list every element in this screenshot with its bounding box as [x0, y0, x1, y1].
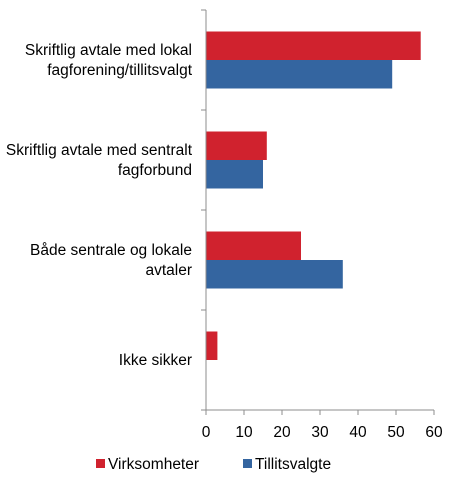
- bar-virksomheter-1: [206, 131, 267, 160]
- category-labels: Skriftlig avtale med lokal fagforening/ti…: [6, 42, 193, 369]
- x-tick-label: 50: [387, 424, 405, 441]
- legend-swatch-tillitsvalgte: [243, 459, 252, 468]
- bar-virksomheter-0: [206, 31, 421, 60]
- x-tick-labels: 0 10 20 30 40 50 60: [202, 424, 443, 441]
- axes-group: [201, 9, 435, 415]
- category-label: Skriftlig avtale med lokal: [25, 42, 192, 59]
- category-label: fagforbund: [118, 162, 192, 179]
- bar-tillitsvalgte-2: [206, 260, 343, 289]
- category-label: Både sentrale og lokale: [30, 242, 192, 259]
- x-tick-label: 60: [425, 424, 443, 441]
- x-tick-label: 0: [202, 424, 211, 441]
- x-tick-label: 30: [311, 424, 329, 441]
- bar-tillitsvalgte-0: [206, 60, 393, 89]
- category-label: fagforening/tillitsvalgt: [47, 62, 192, 79]
- x-tick-label: 40: [349, 424, 367, 441]
- x-tick-label: 20: [273, 424, 291, 441]
- bar-virksomheter-2: [206, 231, 301, 260]
- category-label: Ikke sikker: [119, 352, 192, 369]
- legend-swatch-virksomheter: [96, 459, 105, 468]
- legend: Virksomheter Tillitsvalgte: [96, 456, 331, 473]
- legend-label-virksomheter: Virksomheter: [108, 456, 199, 473]
- bars-group: [206, 31, 421, 360]
- legend-label-tillitsvalgte: Tillitsvalgte: [255, 456, 331, 473]
- category-label: avtaler: [145, 262, 192, 279]
- x-tick-label: 10: [235, 424, 253, 441]
- category-label: Skriftlig avtale med sentralt: [6, 142, 193, 159]
- bar-tillitsvalgte-1: [206, 160, 263, 189]
- bar-virksomheter-3: [206, 331, 218, 360]
